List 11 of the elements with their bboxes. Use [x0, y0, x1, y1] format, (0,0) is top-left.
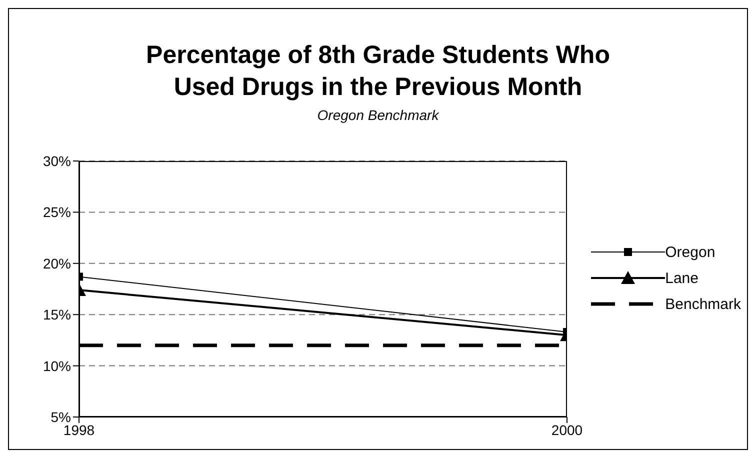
y-tick-label: 10% — [42, 358, 71, 374]
y-tick-label: 20% — [42, 255, 71, 272]
y-tick-label: 30% — [42, 152, 71, 169]
chart-subtitle: Oregon Benchmark — [316, 107, 440, 123]
x-tick-label: 2000 — [551, 422, 583, 438]
chart-title: Percentage of 8th Grade Students Who Used Drugs in the Previous Month — [145, 40, 611, 103]
legend-label: Oregon — [665, 244, 716, 260]
legend-label: Benchmark — [665, 296, 741, 312]
y-tick-label: 25% — [42, 204, 71, 220]
legend-label: Lane — [665, 270, 698, 286]
y-tick-label: 15% — [42, 306, 71, 323]
